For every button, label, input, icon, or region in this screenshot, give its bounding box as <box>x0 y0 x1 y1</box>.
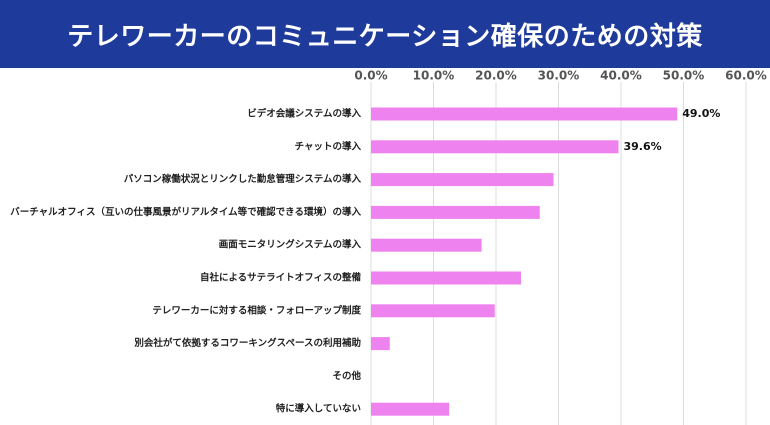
grid-lines <box>370 82 747 425</box>
category-label: ビデオ会議システムの導入 <box>247 108 361 120</box>
category-label: 特に導入していない <box>276 403 361 415</box>
category-label: 自社によるサテライトオフィスの整備 <box>200 272 362 284</box>
bar <box>371 238 482 252</box>
bars <box>371 107 678 416</box>
x-tick-label: 10.0% <box>413 69 455 83</box>
x-tick-label: 40.0% <box>600 69 642 83</box>
bar <box>371 271 521 285</box>
bar <box>371 140 619 154</box>
bar <box>371 173 554 187</box>
page-title: テレワーカーのコミュニケーション確保のための対策 <box>67 21 703 52</box>
bar <box>371 107 678 121</box>
bar <box>371 304 495 318</box>
bar <box>371 205 540 219</box>
x-tick-label: 50.0% <box>663 69 705 83</box>
x-tick-label: 20.0% <box>475 69 517 83</box>
category-label: チャットの導入 <box>295 140 362 152</box>
x-tick-label: 30.0% <box>538 69 580 83</box>
data-label: 49.0% <box>682 107 720 120</box>
category-label: テレワーカーに対する相談・フォローアップ制度 <box>152 304 361 316</box>
x-tick-label: 0.0% <box>354 69 387 83</box>
category-label: バーチャルオフィス（互いの仕事風景がリアルタイム等で確認できる環境）の導入 <box>10 206 361 218</box>
title-banner: テレワーカーのコミュニケーション確保のための対策 <box>0 0 770 68</box>
bar-chart: 0.0% 10.0% 20.0% 30.0% 40.0% 50.0% 60.0% ビデオ会議… <box>10 69 767 425</box>
category-label: 別会社がて依拠するコワーキングスペースの利用補助 <box>133 337 361 349</box>
bar <box>371 402 450 416</box>
x-tick-label: 60.0% <box>725 69 767 83</box>
category-label: その他 <box>332 370 361 382</box>
category-labels: ビデオ会議システムの導入 49.0% チャットの導入 39.6% パソコン稼働状況とリン… <box>10 107 720 415</box>
bar <box>371 337 390 351</box>
x-axis-ticks: 0.0% 10.0% 20.0% 30.0% 40.0% 50.0% 60.0% <box>354 69 766 83</box>
data-label: 39.6% <box>624 140 662 153</box>
category-label: パソコン稼働状況とリンクした勤怠管理システムの導入 <box>124 173 362 185</box>
category-label: 画面モニタリングシステムの導入 <box>219 239 362 251</box>
